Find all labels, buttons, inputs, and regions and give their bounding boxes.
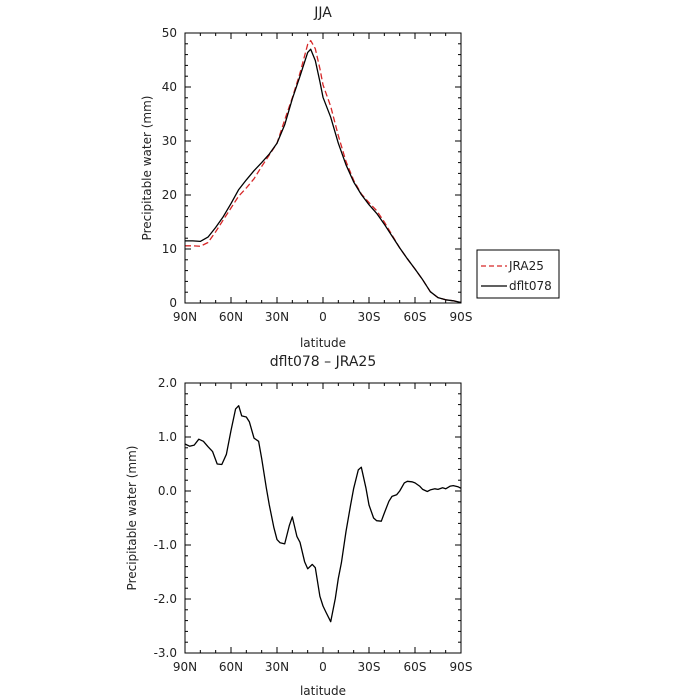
y-axis-label: Precipitable water (mm): [125, 446, 139, 591]
chart-title: dflt078 – JRA25: [270, 354, 377, 370]
x-tick-label: 60N: [219, 310, 243, 324]
x-tick-label: 0: [319, 310, 327, 324]
axis-ticks: [184, 382, 462, 654]
y-tick-label: 40: [162, 80, 177, 94]
x-axis-label: latitude: [300, 336, 346, 350]
y-axis-label: Precipitable water (mm): [140, 96, 154, 241]
x-tick-label: 90S: [450, 660, 473, 674]
bottom-chart: dflt078 – JRA25 Precipitable water (mm) …: [125, 354, 472, 698]
x-tick-label: 90N: [173, 660, 197, 674]
x-tick-label: 90N: [173, 310, 197, 324]
x-tick-label: 0: [319, 660, 327, 674]
x-axis-label: latitude: [300, 684, 346, 698]
legend-label-jra25: JRA25: [508, 259, 544, 273]
legend-box: [476, 249, 560, 299]
top-chart: JJA Precipitable water (mm) latitude 90N…: [140, 5, 472, 350]
x-tick-label: 90S: [450, 310, 473, 324]
x-tick-label: 30N: [265, 310, 289, 324]
plot-frame: [184, 32, 462, 304]
legend-label-dflt078: dflt078: [509, 279, 552, 293]
x-tick-label: 30N: [265, 660, 289, 674]
y-tick-label: -1.0: [154, 538, 177, 552]
legend: JRA25 dflt078: [476, 249, 560, 299]
x-tick-label: 30S: [358, 310, 381, 324]
y-tick-label: -3.0: [154, 646, 177, 660]
y-tick-label: 1.0: [158, 430, 177, 444]
plot-frame: [184, 382, 462, 654]
x-tick-label: 60S: [404, 660, 427, 674]
y-tick-label: 20: [162, 188, 177, 202]
y-tick-label: 50: [162, 26, 177, 40]
chart-title: JJA: [313, 5, 332, 21]
y-tick-label: 10: [162, 242, 177, 256]
x-tick-label: 60S: [404, 310, 427, 324]
axis-ticks: [184, 32, 462, 304]
series-lines: [184, 405, 462, 623]
series-line-dflt078: [185, 48, 462, 304]
x-tick-label: 60N: [219, 660, 243, 674]
y-tick-label: 0.0: [158, 484, 177, 498]
series-line-jra25: [185, 39, 462, 304]
series-line-difference: [184, 405, 462, 623]
x-tick-label: 30S: [358, 660, 381, 674]
series-lines: [185, 39, 462, 304]
y-tick-label: 0: [169, 296, 177, 310]
y-tick-label: 2.0: [158, 376, 177, 390]
y-tick-label: 30: [162, 134, 177, 148]
axis-tick-labels: 90N 60N 30N 0 30S 60S 90S 2.0 1.0 0.0 -1.0 -2.0 -3.0: [154, 376, 473, 674]
y-tick-label: -2.0: [154, 592, 177, 606]
axis-tick-labels: 90N 60N 30N 0 30S 60S 90S 0 10 20 30 40 50: [162, 26, 473, 324]
